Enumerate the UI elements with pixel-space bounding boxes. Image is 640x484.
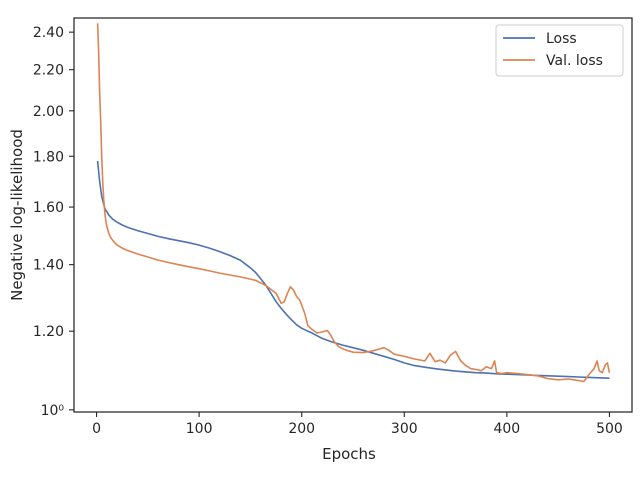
y-axis-label: Negative log-likelihood	[8, 129, 26, 301]
legend: Loss Val. loss	[495, 24, 624, 77]
y-tick-label: 1.40	[33, 258, 64, 274]
x-tick-label: 300	[391, 421, 418, 437]
y-tick-label: 10⁰	[41, 403, 65, 419]
series-layer	[96, 23, 611, 383]
legend-label-val-loss: Val. loss	[546, 53, 603, 69]
x-tick-label: 500	[596, 421, 623, 437]
y-tick-label: 2.40	[33, 25, 64, 41]
y-tick-label: 2.00	[33, 104, 64, 120]
legend-label-loss: Loss	[546, 31, 577, 47]
y-tick-label: 2.20	[33, 63, 64, 79]
series-line-loss	[96, 161, 610, 379]
x-tick-label: 200	[288, 421, 315, 437]
ticks-layer: 0 100 200 300 400 500 10⁰ 1.20 1.40 1.60 1.80 2.00 2…	[33, 25, 623, 437]
x-axis-label: Epochs	[322, 445, 376, 463]
y-tick-label: 1.80	[33, 149, 64, 165]
x-tick-label: 100	[186, 421, 213, 437]
y-tick-label: 1.60	[33, 200, 64, 216]
plot-area-frame	[73, 17, 633, 413]
x-tick-label: 400	[493, 421, 520, 437]
y-tick-label: 1.20	[33, 324, 64, 340]
x-tick-label: 0	[92, 421, 101, 437]
series-line-val-loss	[96, 23, 611, 383]
